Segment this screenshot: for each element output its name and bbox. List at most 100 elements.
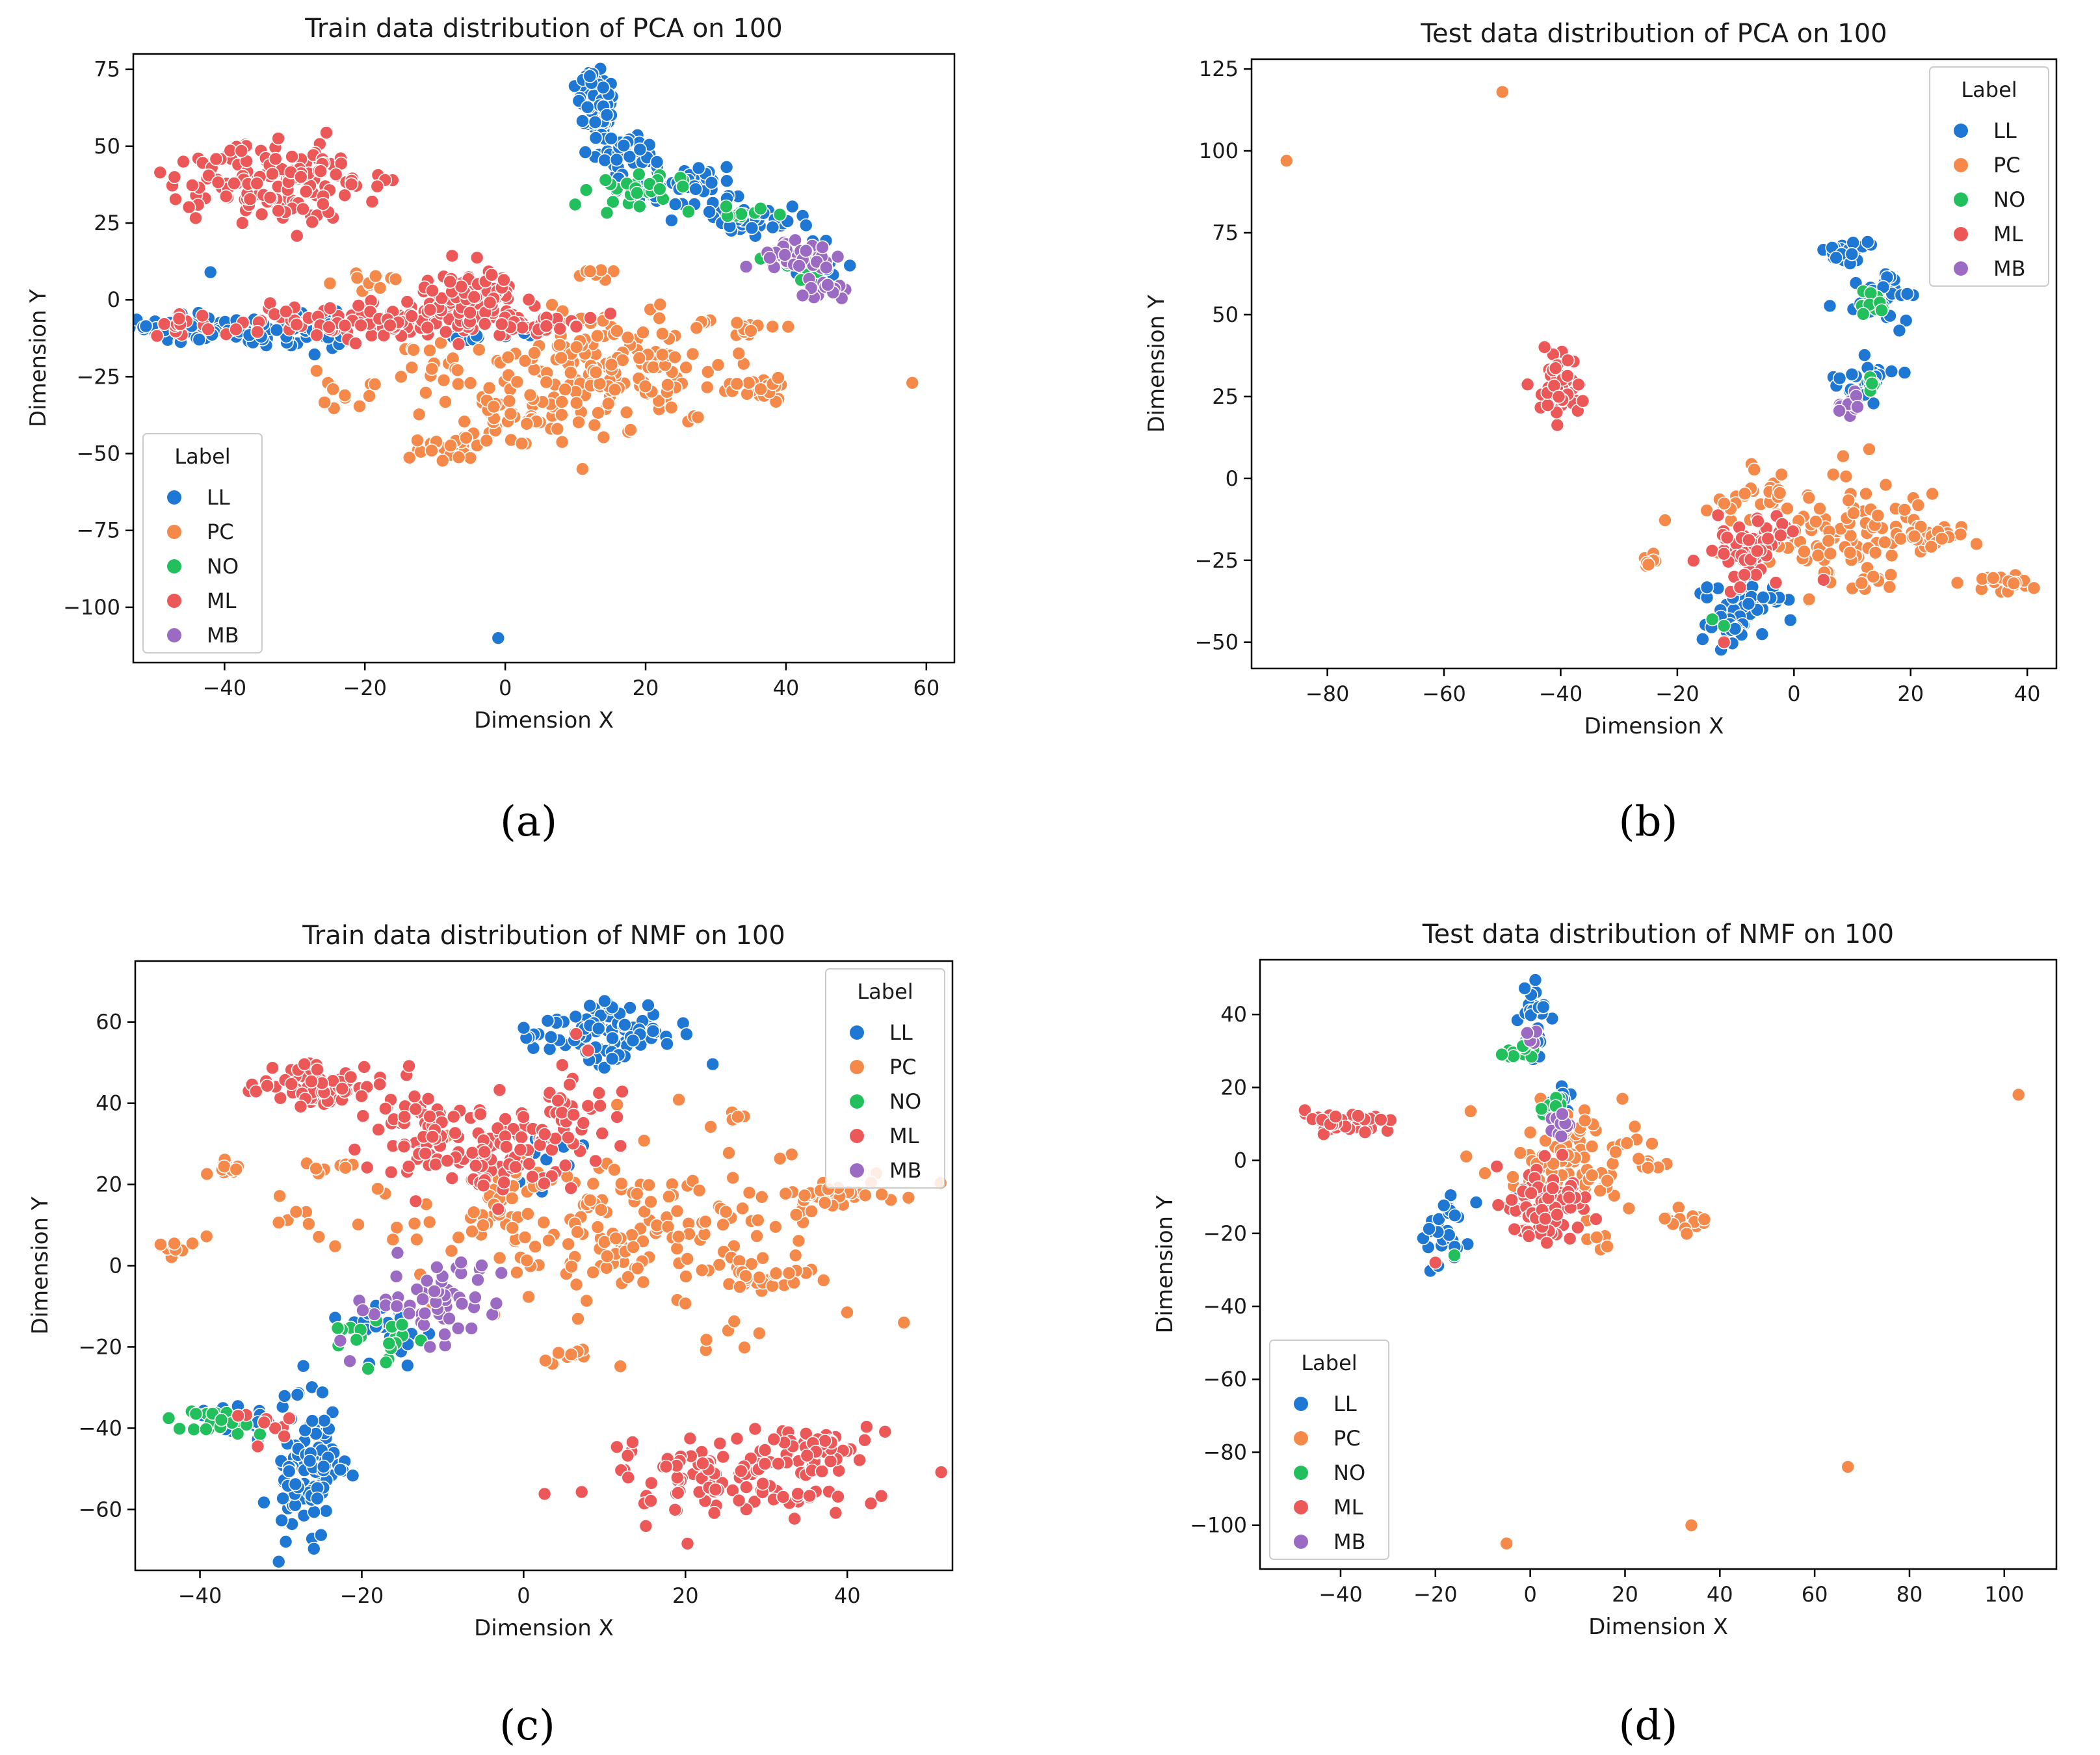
point-pc <box>791 1234 806 1248</box>
point-ml <box>508 1159 523 1174</box>
point-pc <box>636 325 650 340</box>
y-tick-label: −100 <box>1190 1513 1247 1538</box>
point-pc <box>583 264 597 279</box>
point-ml <box>397 1109 412 1124</box>
point-ml <box>499 1139 514 1154</box>
point-ml <box>468 1158 483 1173</box>
point-ml <box>209 152 224 166</box>
panel-d-points <box>1298 973 2026 1551</box>
point-ml <box>1545 1181 1560 1195</box>
point-ml <box>289 228 304 243</box>
y-tick-label: −25 <box>76 364 120 389</box>
y-tick-label: 125 <box>1199 57 1239 81</box>
point-ml <box>296 202 310 217</box>
point-ml <box>800 1448 815 1463</box>
y-tick-label: 40 <box>1220 1002 1247 1027</box>
point-pc <box>750 1229 764 1243</box>
point-ll <box>596 80 610 95</box>
point-ml <box>555 1058 570 1072</box>
point-ml <box>477 1144 492 1159</box>
point-pc <box>317 395 332 410</box>
point-ml <box>823 1454 838 1468</box>
point-pc <box>514 436 529 451</box>
panel-c-legend-marker-ll <box>850 1025 864 1040</box>
point-pc <box>1615 1092 1630 1106</box>
y-tick-label: 0 <box>1234 1148 1247 1173</box>
point-ml <box>401 1159 416 1174</box>
point-ml <box>566 1107 581 1122</box>
point-ll <box>1884 364 1899 378</box>
point-no <box>253 1427 267 1442</box>
panel-b-points <box>1280 85 2041 657</box>
panel-d-legend: Label LL PC NO ML MB <box>1269 1339 1389 1560</box>
point-ll <box>307 1505 321 1520</box>
point-no <box>676 179 690 194</box>
point-ml <box>473 1107 488 1122</box>
point-pc <box>555 434 570 449</box>
point-pc <box>425 362 440 376</box>
point-pc <box>591 406 605 420</box>
point-ml <box>421 1092 436 1106</box>
point-ml <box>1537 340 1552 354</box>
point-ll <box>1469 1195 1484 1209</box>
point-ml <box>620 1448 635 1463</box>
point-pc <box>638 379 653 393</box>
point-ll <box>307 347 322 362</box>
point-ml <box>278 304 293 319</box>
panel-b-legend-label-mb: MB <box>1993 256 2026 281</box>
point-pc <box>1878 535 1892 549</box>
point-pc <box>613 1359 628 1374</box>
point-no <box>187 1422 202 1437</box>
x-tick-label: −80 <box>1306 681 1350 706</box>
point-ml <box>167 170 182 185</box>
point-ml <box>521 1157 536 1171</box>
point-mb <box>739 259 754 274</box>
point-ml <box>595 1126 610 1141</box>
panel-c-train-nmf: −40 −20 0 20 40 60 40 20 0 −20 −40 −60 Train data d… <box>27 921 954 1750</box>
point-ml <box>1571 1220 1585 1235</box>
point-pc <box>1620 1136 1634 1150</box>
point-ml <box>621 1470 636 1484</box>
point-ml <box>1560 369 1575 383</box>
point-ml <box>423 302 438 317</box>
point-pc <box>199 1229 214 1244</box>
point-no <box>568 197 583 212</box>
point-ml <box>445 248 460 263</box>
point-pc <box>609 1231 623 1246</box>
point-ml <box>1491 1198 1506 1212</box>
point-pc <box>394 369 408 384</box>
x-tick-label: 60 <box>913 676 939 700</box>
point-ml <box>316 196 330 211</box>
point-pc <box>1854 575 1869 590</box>
point-ll <box>1528 973 1543 987</box>
panel-a-points <box>133 61 919 646</box>
point-ml <box>1575 393 1590 408</box>
point-ll <box>599 108 614 122</box>
point-pc <box>570 1224 584 1239</box>
x-tick-label: −20 <box>343 676 387 700</box>
point-ll <box>1741 596 1756 611</box>
point-pc <box>679 360 693 375</box>
point-pc <box>680 1252 694 1266</box>
point-pc <box>729 376 744 391</box>
point-no <box>161 1411 176 1425</box>
point-mb <box>798 243 813 258</box>
point-pc <box>700 380 715 395</box>
point-pc <box>217 1159 231 1174</box>
point-pc <box>450 363 465 378</box>
point-ml <box>407 1089 422 1103</box>
point-ll <box>597 994 612 1009</box>
point-pc <box>755 1190 769 1204</box>
point-ll <box>1696 632 1710 646</box>
point-pc <box>486 399 501 414</box>
x-tick-label: 20 <box>1897 681 1924 706</box>
point-pc <box>338 1161 353 1175</box>
point-pc <box>1862 442 1876 456</box>
point-pc <box>642 1178 656 1193</box>
point-pc <box>797 1188 812 1203</box>
point-ll <box>609 152 624 167</box>
point-pc <box>510 375 525 389</box>
x-tick-label: 80 <box>1897 1582 1923 1607</box>
point-pc <box>1813 501 1827 516</box>
point-ml <box>322 320 336 334</box>
